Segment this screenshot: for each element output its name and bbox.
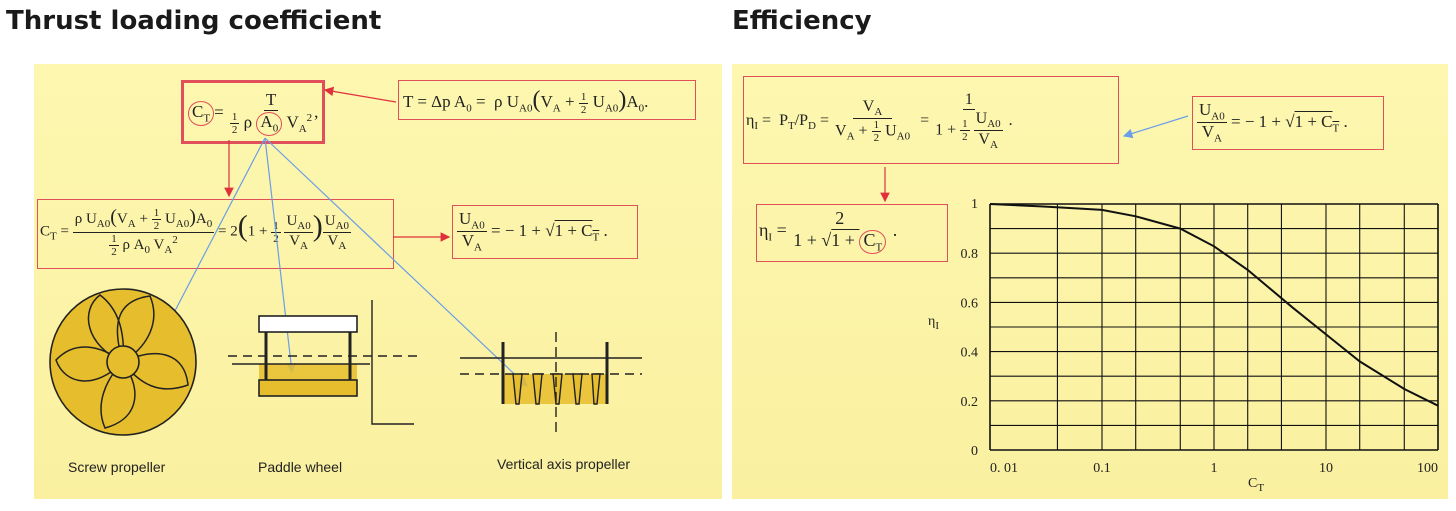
vertical-axis-propeller-drawing (460, 332, 642, 436)
chart-y-label: ηI (928, 314, 939, 332)
velocity-ratio-box-left: UA0 VA = − 1 + √1 + CT . (452, 205, 638, 259)
chart-ticks: 0. 01 0.1 1 10 100 0 0.2 0.4 0.6 0.8 1 (961, 197, 1439, 476)
y-tick-label: 0.2 (961, 395, 979, 410)
arrow-area-to-paddle (264, 137, 296, 374)
caption-vertical-axis-propeller: Vertical axis propeller (497, 456, 631, 472)
caption-paddle-wheel: Paddle wheel (258, 459, 343, 475)
velocity-ratio-formula-right: UA0 VA = − 1 + √1 + CT . (1197, 100, 1348, 145)
screw-propeller-drawing (49, 288, 197, 436)
x-tick-label: 0.1 (1093, 461, 1111, 476)
y-tick-label: 0 (971, 444, 978, 459)
arrow-ratio-to-eta (1122, 115, 1189, 139)
paddle-wheel-drawing (228, 300, 420, 425)
x-tick-label: 100 (1417, 461, 1438, 476)
arrow-area-to-vertical (264, 137, 528, 387)
efficiency-curve (989, 203, 1439, 407)
right-heading: Efficiency (732, 6, 872, 36)
caption-screw-propeller: Screw propeller (68, 459, 166, 475)
chart-x-label: CT (1248, 476, 1265, 494)
chart-grid (989, 203, 1439, 451)
y-tick-label: 0.4 (961, 346, 979, 361)
arrow-thrust-to-ct (323, 86, 397, 103)
right-panel (732, 64, 1448, 499)
x-tick-label: 0. 01 (990, 461, 1018, 476)
arrow-area-to-screw (164, 137, 266, 332)
y-tick-label: 0.8 (961, 247, 979, 262)
velocity-ratio-box-right: UA0 VA = − 1 + √1 + CT . (1192, 96, 1384, 150)
x-tick-label: 10 (1319, 461, 1333, 476)
x-tick-label: 1 (1211, 461, 1218, 476)
y-tick-label: 0.6 (961, 296, 979, 311)
velocity-ratio-formula-left: UA0 VA = − 1 + √1 + CT . (457, 209, 608, 254)
y-tick-label: 1 (971, 197, 978, 212)
left-heading: Thrust loading coefficient (6, 6, 382, 36)
